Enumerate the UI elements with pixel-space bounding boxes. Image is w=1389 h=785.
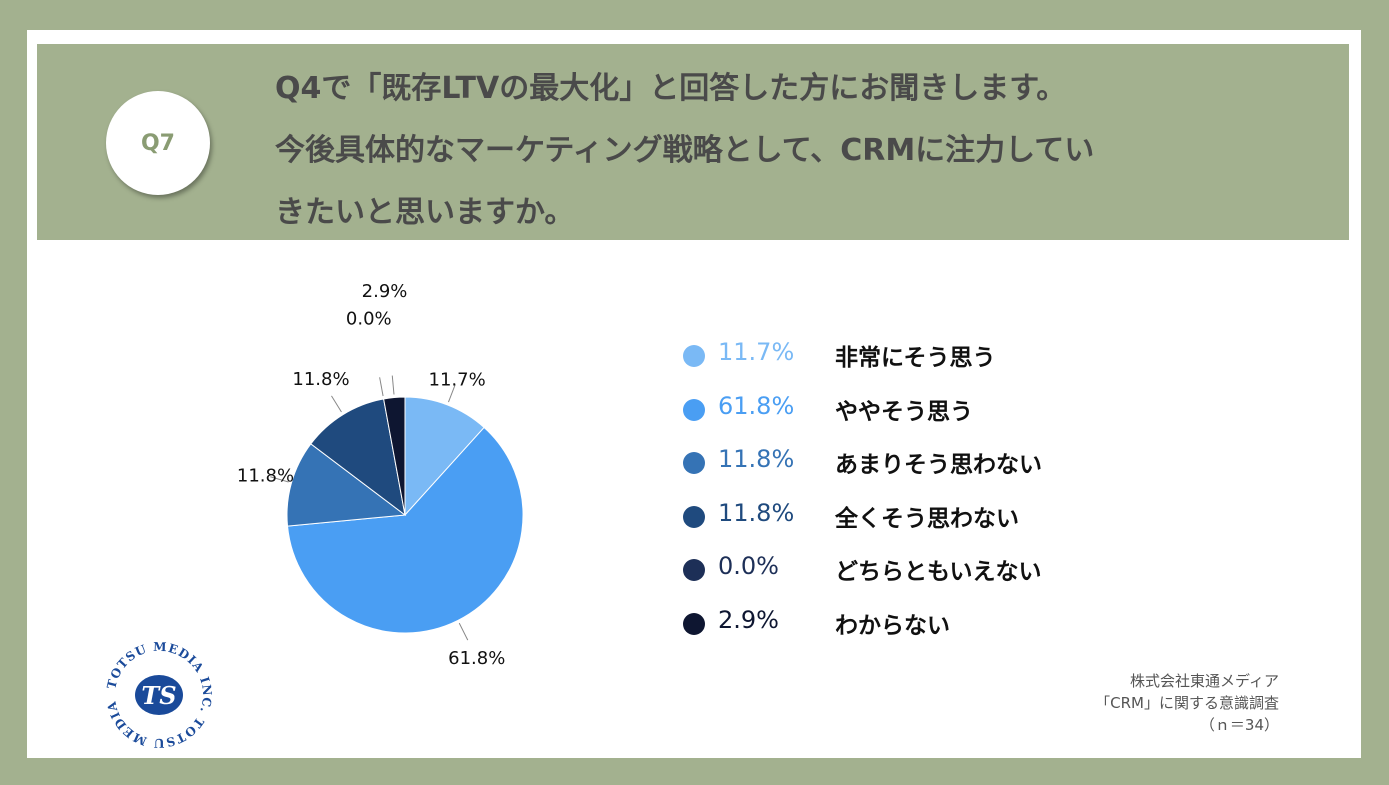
legend-label: どちらともいえない bbox=[835, 559, 1042, 585]
legend-label: 非常にそう思う bbox=[835, 345, 996, 371]
pie-slice bbox=[383, 396, 406, 516]
svg-text:TS: TS bbox=[141, 681, 176, 710]
pie-leader-line bbox=[270, 476, 289, 483]
legend-swatch bbox=[683, 398, 705, 421]
source-survey: 「CRM」に関する意識調査 bbox=[1095, 694, 1279, 712]
legend-percent: 11.8% bbox=[718, 498, 795, 527]
pie-data-label: 11.8% bbox=[292, 369, 349, 390]
logo-seal-icon: TOTSU MEDIA INC. TOTSU MEDIA INC. TS bbox=[94, 629, 213, 750]
question-line-3: きたいと思いますか。 bbox=[275, 195, 575, 230]
pie-leader-line bbox=[331, 395, 342, 413]
legend-percent: 61.8% bbox=[718, 391, 795, 420]
pie-data-label: 11.7% bbox=[429, 370, 486, 391]
question-line-2: 今後具体的なマーケティング戦略として、CRMに注力してい bbox=[275, 133, 1095, 168]
source-sample-size: （ｎ＝34） bbox=[1199, 716, 1279, 734]
legend-percent: 0.0% bbox=[718, 552, 779, 580]
legend-label: あまりそう思わない bbox=[835, 452, 1042, 478]
legend-item: 11.8% 全くそう思わない bbox=[680, 494, 1100, 548]
pie-leader-line bbox=[379, 377, 384, 397]
legend-percent: 11.7% bbox=[718, 338, 795, 366]
chart-legend: 11.7% 非常にそう思う 61.8% ややそう思う 11.8% あまりそう思わない 11.… bbox=[680, 333, 1100, 654]
pie-slice bbox=[286, 443, 407, 527]
pie-slice bbox=[286, 426, 524, 634]
legend-swatch bbox=[683, 345, 705, 367]
pie-leader-line bbox=[458, 622, 469, 641]
question-line-1: Q4で「既存LTVの最大化」と回答した方にお聞きします。 bbox=[275, 71, 1067, 106]
legend-item: 0.0% どちらともいえない bbox=[680, 547, 1100, 601]
pie-data-label: 2.9% bbox=[362, 281, 408, 302]
legend-swatch bbox=[683, 612, 705, 635]
legend-label: 全くそう思わない bbox=[835, 505, 1019, 532]
question-text: Q4で「既存LTVの最大化」と回答した方にお聞きします。 今後具体的なマーケティ… bbox=[275, 58, 1275, 244]
pie-data-label: 61.8% bbox=[448, 648, 505, 669]
pie-leader-line bbox=[448, 384, 456, 403]
source-company: 株式会社東通メディア bbox=[1130, 672, 1279, 690]
legend-percent: 2.9% bbox=[718, 605, 779, 634]
totsu-media-logo: TOTSU MEDIA INC. TOTSU MEDIA INC. TS bbox=[94, 629, 218, 754]
legend-item: 11.8% あまりそう思わない bbox=[680, 440, 1100, 494]
pie-leader-line bbox=[391, 375, 395, 395]
pie-slice bbox=[310, 398, 406, 517]
legend-item: 2.9% わからない bbox=[680, 601, 1100, 655]
pie-data-label: 11.8% bbox=[237, 465, 294, 486]
source-note: 株式会社東通メディア 「CRM」に関する意識調査 （ｎ＝34） bbox=[1095, 670, 1279, 736]
pie-data-label: 0.0% bbox=[346, 308, 392, 329]
legend-swatch bbox=[683, 452, 705, 474]
pie-slice bbox=[404, 396, 485, 517]
legend-item: 61.8% ややそう思う bbox=[680, 387, 1100, 441]
question-header bbox=[37, 44, 1349, 240]
legend-label: わからない bbox=[835, 612, 950, 639]
legend-item: 11.7% 非常にそう思う bbox=[680, 333, 1100, 387]
legend-percent: 11.8% bbox=[718, 445, 795, 473]
legend-label: ややそう思う bbox=[835, 398, 973, 425]
legend-swatch bbox=[683, 559, 705, 581]
question-number-badge: Q7 bbox=[106, 91, 210, 195]
legend-swatch bbox=[683, 505, 705, 528]
